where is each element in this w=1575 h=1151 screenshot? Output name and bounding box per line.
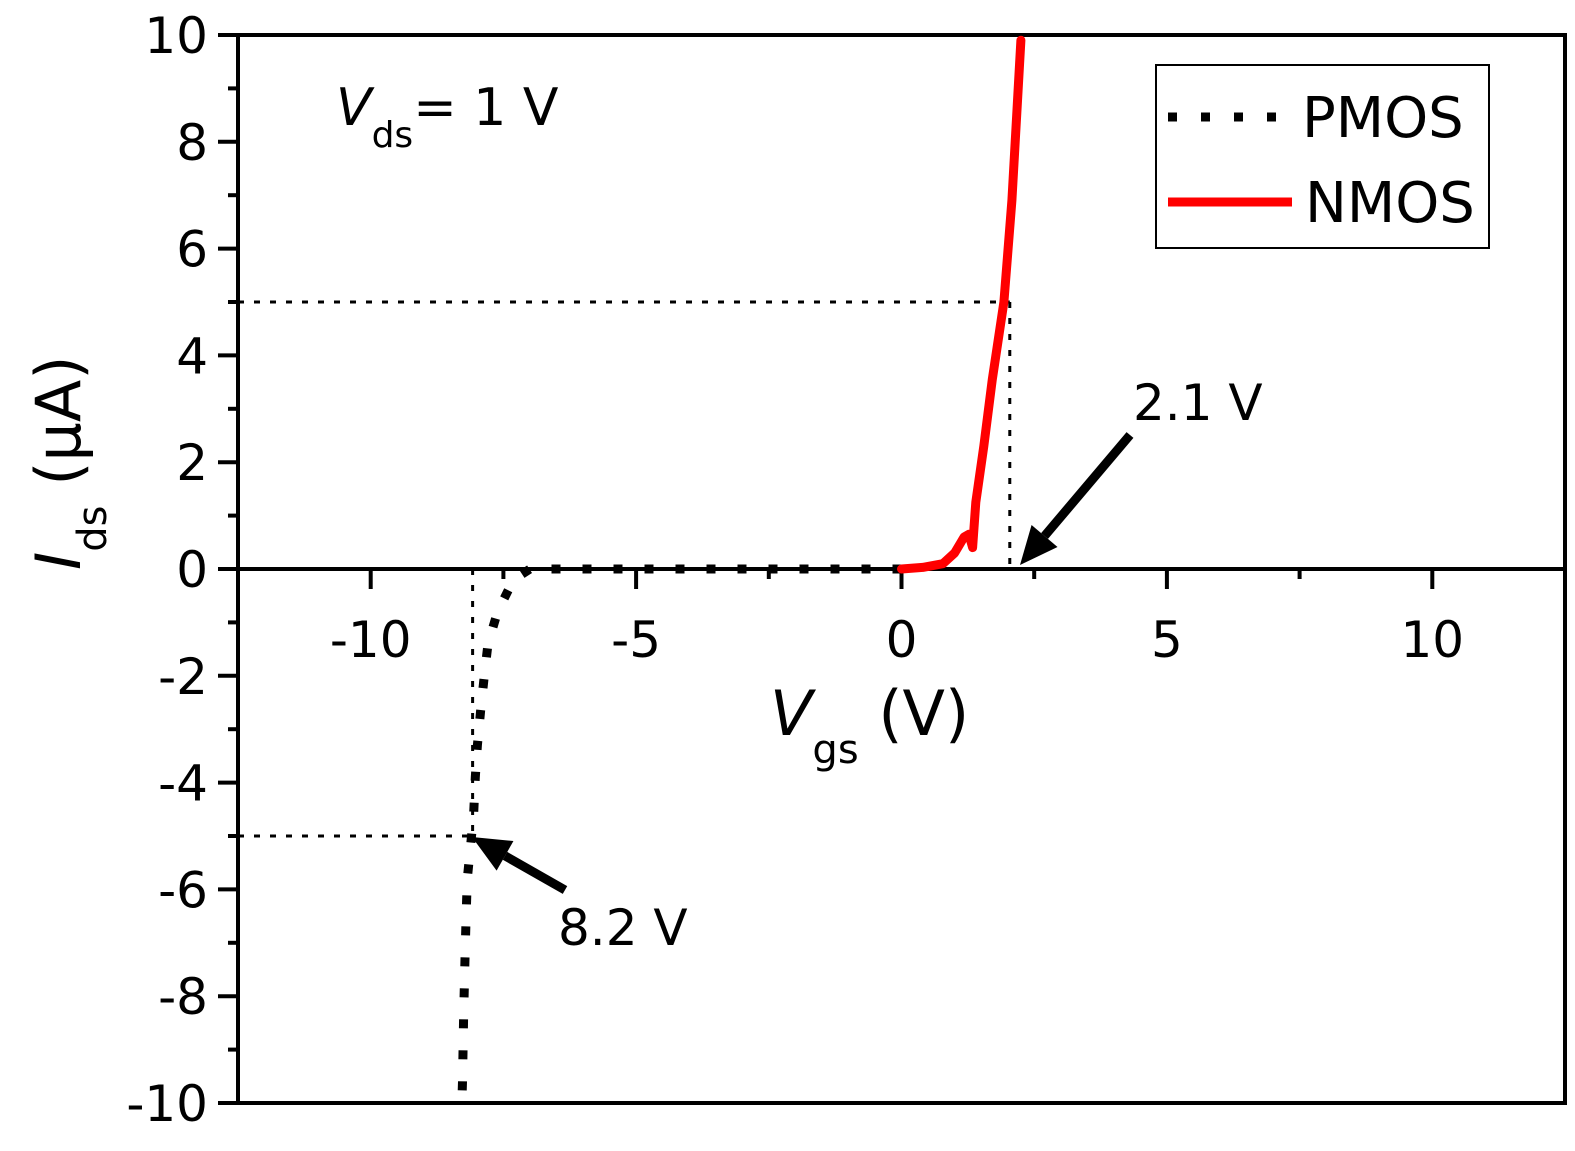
x-tick-label: 0 — [886, 611, 918, 669]
y-tick-label: -10 — [126, 1075, 208, 1133]
y-tick-label: 6 — [176, 221, 208, 279]
y-tick-label: 4 — [176, 327, 208, 385]
nmos-arrow-shaft — [1041, 432, 1134, 539]
pmos-arrow-head — [472, 837, 514, 871]
annotation-arrows — [472, 432, 1134, 894]
y-tick-label: 10 — [144, 7, 208, 65]
x-axis-label: Vgs (V) — [770, 677, 969, 773]
legend-box — [1155, 64, 1490, 249]
legend-pmos-label: PMOS — [1302, 86, 1464, 151]
ticks: -10 -8 -6 -4 -2 0 2 4 6 8 10 -10 -5 0 5 10 — [126, 7, 1464, 1133]
legend: PMOS NMOS — [1155, 64, 1490, 249]
threshold-guides — [238, 300, 1012, 838]
series — [457, 35, 1026, 1098]
pmos-threshold-label: 8.2 V — [558, 899, 688, 957]
condition-label: Vds= 1 V — [336, 78, 559, 156]
x-tick-label: -10 — [330, 611, 412, 669]
nmos-arrow-head — [1020, 525, 1058, 565]
y-tick-label: 8 — [176, 114, 208, 172]
legend-nmos-label: NMOS — [1305, 171, 1475, 236]
pmos-arrow-shaft — [502, 851, 568, 894]
nmos-threshold-label: 2.1 V — [1133, 374, 1263, 432]
y-tick-label: 2 — [176, 434, 208, 492]
y-axis-label: Ids (μA) — [22, 356, 116, 570]
y-tick-label: 0 — [176, 541, 208, 599]
y-tick-label: -6 — [158, 861, 208, 919]
pmos-line — [457, 564, 902, 1098]
nmos-line — [897, 35, 1026, 574]
y-tick-label: -2 — [158, 648, 208, 706]
y-tick-label: -8 — [158, 968, 208, 1026]
y-tick-label: -4 — [158, 755, 208, 813]
x-tick-label: 10 — [1400, 611, 1464, 669]
x-tick-label: -5 — [611, 611, 661, 669]
x-tick-label: 5 — [1151, 611, 1183, 669]
